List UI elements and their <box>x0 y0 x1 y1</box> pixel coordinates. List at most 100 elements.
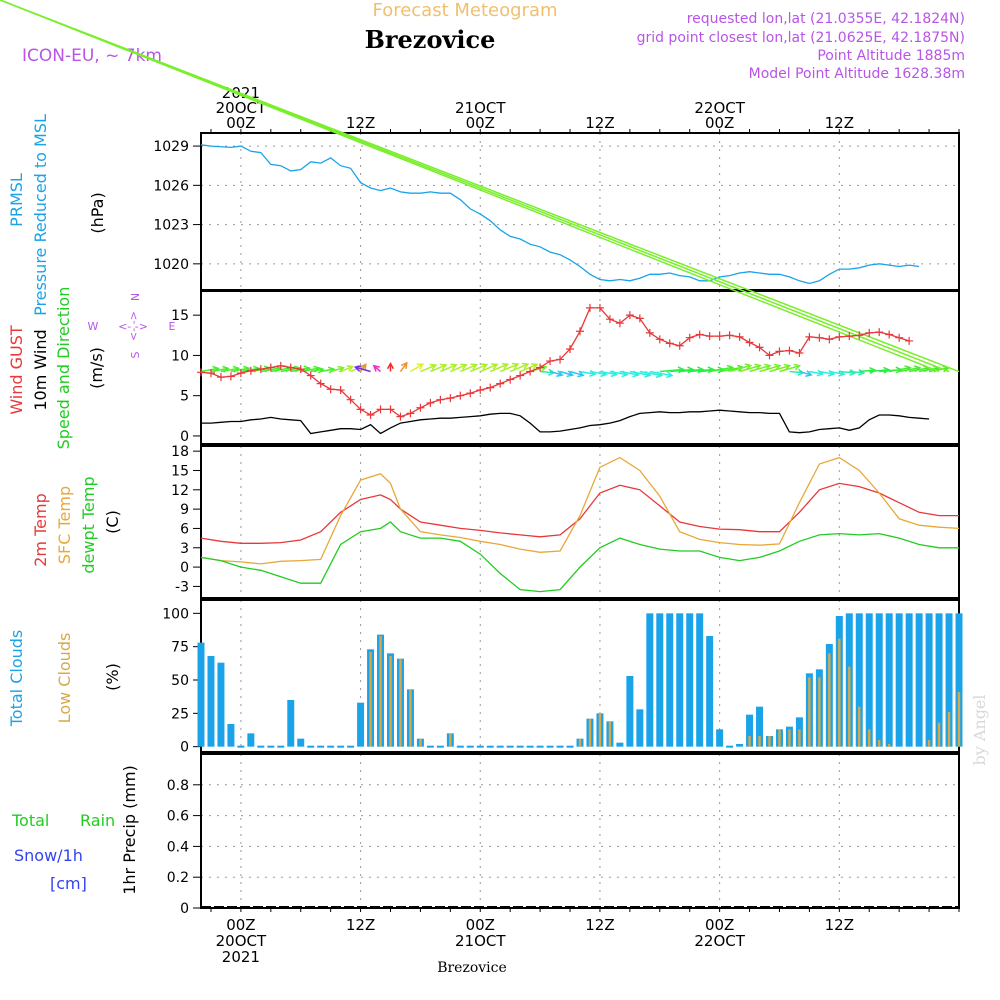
total-cloud-bar <box>895 613 903 747</box>
gust-marker <box>306 371 315 380</box>
gust-marker <box>635 314 644 323</box>
low-cloud-bar <box>828 653 831 747</box>
wind-arrow-head <box>372 364 380 372</box>
gust-marker <box>216 373 225 382</box>
y-tick-label: 0.2 <box>167 870 189 886</box>
total-cloud-bar <box>207 656 215 747</box>
wind-arrow-head <box>556 370 564 378</box>
wind-arrow-head <box>883 366 891 374</box>
low-cloud-bar <box>808 677 811 747</box>
wind-arrow-head <box>337 365 345 373</box>
wind-arrow <box>679 368 704 373</box>
total-cloud-bar <box>646 613 654 747</box>
gust-marker <box>296 365 305 374</box>
gust-marker <box>775 347 784 356</box>
low-cloud-bar <box>748 736 751 747</box>
pressure-unit: (hPa) <box>88 192 107 233</box>
credit-watermark: by Angel <box>970 694 989 765</box>
gust-marker <box>665 339 674 348</box>
low-cloud-bar <box>409 689 412 747</box>
gust-marker <box>486 383 495 392</box>
pressure-label: PRMSL <box>7 173 26 227</box>
x-tick-label-bottom: 2021 <box>222 948 260 966</box>
wind-arrow <box>839 370 856 374</box>
total-cloud-bar <box>865 613 873 747</box>
gust-marker <box>316 379 325 388</box>
wind-gust-markers <box>197 303 914 421</box>
temp-dewpt-label: dewpt Temp <box>79 476 98 573</box>
wind-arrow-head <box>501 362 510 370</box>
gust-marker <box>446 394 455 403</box>
low-cloud-bar <box>598 713 602 747</box>
total-cloud-bar <box>905 613 913 747</box>
gust-marker <box>396 412 405 421</box>
wind-arrow <box>918 367 939 373</box>
wind-arrow-head <box>783 363 792 371</box>
gust-marker <box>585 303 594 312</box>
wind-arrow <box>460 364 477 373</box>
wind-arrow-head <box>386 361 395 370</box>
y-tick-label: 5 <box>180 389 189 405</box>
wind-arrow <box>669 368 694 373</box>
wind-arrow <box>908 367 930 373</box>
low-cloud-bar <box>588 718 592 747</box>
wind-arrow <box>399 362 408 372</box>
total-cloud-bar <box>945 613 953 747</box>
wind-arrow-head <box>869 367 877 375</box>
wind-arrow <box>450 364 467 373</box>
location-title: Brezovice <box>365 25 496 54</box>
gust-marker <box>206 369 215 378</box>
wind-arrow-head <box>491 363 499 370</box>
low-cloud-bar <box>818 677 821 747</box>
panels: 1020102310261029051015-30369121518025507… <box>0 0 963 966</box>
wind-gust-line <box>200 307 910 418</box>
total-cloud-bar <box>746 714 754 747</box>
y-tick-label: 0.6 <box>167 809 189 825</box>
wind-arrow <box>649 370 673 377</box>
wind-arrow-head <box>577 370 585 378</box>
wind-arrow <box>609 370 628 376</box>
wind-arrow-head <box>793 363 802 371</box>
x-tick-label-bottom: 21OCT <box>455 932 506 950</box>
gust-marker <box>406 409 415 418</box>
temp-2m-label: 2m Temp <box>31 493 50 567</box>
precip-panel: 0 0.2 0.4 0.6 0.8 <box>167 753 960 917</box>
panel-frame <box>200 445 960 599</box>
wind-arrow-head <box>460 363 468 370</box>
wind-arrow <box>779 365 800 373</box>
cloud-bars <box>197 613 963 748</box>
wind-arrow-head <box>687 366 695 374</box>
temp-2m-line <box>200 482 959 544</box>
gust-marker <box>795 349 804 358</box>
wind-arrow <box>499 363 519 373</box>
x-tick-label-top: 12Z <box>825 114 854 132</box>
total-cloud-bar <box>736 744 744 747</box>
gust-marker <box>755 343 764 352</box>
low-cloud-bar <box>449 733 452 747</box>
gust-marker <box>905 336 914 345</box>
wind-arrow <box>469 363 488 373</box>
compass-east: E <box>169 320 176 333</box>
y-tick-label: 75 <box>171 640 189 656</box>
wind-unit: (m/s) <box>87 347 106 389</box>
wind-arrow <box>709 366 733 373</box>
compass-south: S <box>129 351 142 358</box>
wind-arrow-head <box>566 370 575 378</box>
wind-arrow <box>489 363 508 373</box>
wind-arrow <box>355 366 371 373</box>
y-tick-label: 12 <box>171 483 189 499</box>
gust-marker <box>765 351 774 360</box>
total-cloud-bar <box>616 742 624 747</box>
wind-arrow <box>220 367 239 373</box>
gust-marker <box>546 357 555 366</box>
total-cloud-bar <box>716 729 724 747</box>
wind-arrow <box>320 368 334 373</box>
gust-marker <box>605 315 614 324</box>
low-cloud-bar <box>379 636 382 747</box>
wind-gust-label: Wind GUST <box>7 325 26 415</box>
gust-marker <box>556 355 565 364</box>
y-tick-label: 0.4 <box>167 839 189 855</box>
total-cloud-bar <box>217 662 225 747</box>
wind-arrow-head <box>401 361 408 369</box>
compass-ns-arrows: <- -> <box>127 311 140 341</box>
